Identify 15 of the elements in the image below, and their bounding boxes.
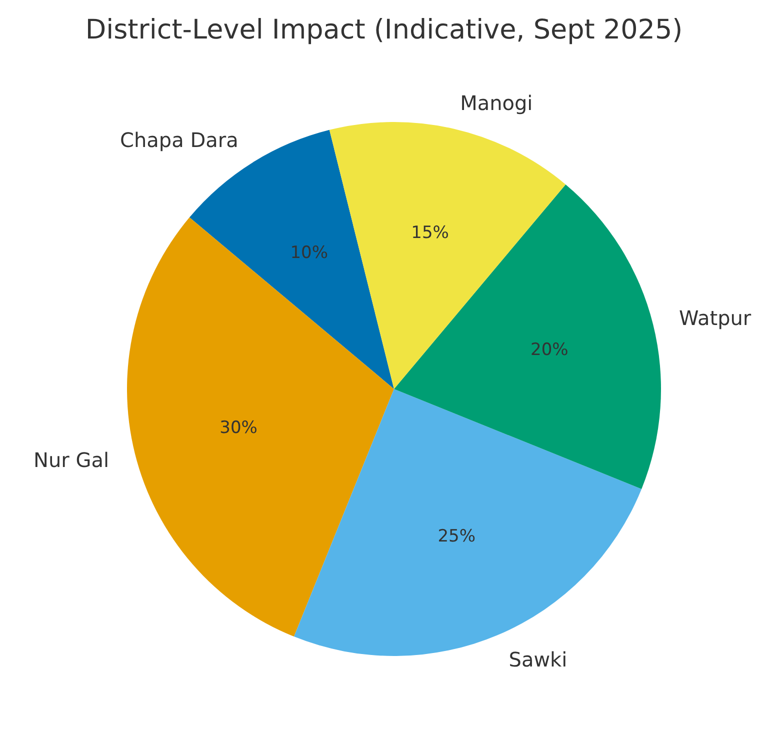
pie-slice [127,217,394,637]
pie-slice [394,184,661,490]
slice-label: Sawki [508,647,568,672]
pie-slice [189,130,394,389]
slice-label: Nur Gal [33,448,110,472]
slice-label: Manogi [460,90,533,115]
chart-title: District-Level Impact (Indicative, Sept 2025) [85,14,683,46]
data-label: 10% [290,243,328,264]
data-label: 15% [411,222,449,243]
data-label: 20% [530,340,568,360]
pie-slice [329,122,566,389]
data-label: 25% [438,526,476,546]
slice-label: Chapa Dara [120,128,238,152]
slice-label: Watpur [678,306,752,330]
data-label: 30% [220,418,258,438]
